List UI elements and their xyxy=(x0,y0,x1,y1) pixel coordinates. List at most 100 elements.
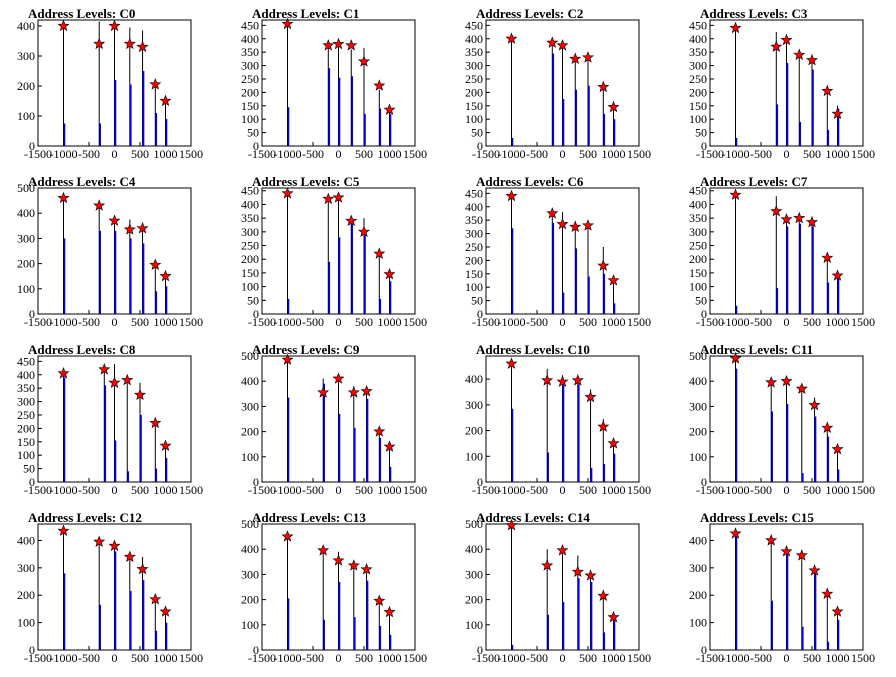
y-tick-label: 250 xyxy=(465,240,483,254)
level-marker xyxy=(793,48,806,61)
level-marker xyxy=(795,382,808,394)
level-marker xyxy=(581,219,595,231)
x-tick-label: -500 xyxy=(78,483,100,497)
x-tick-label: 1500 xyxy=(179,147,203,161)
level-marker xyxy=(357,55,371,67)
x-tick-label: -500 xyxy=(750,651,772,665)
panel-7: Address Levels: C70501001502002503003504… xyxy=(689,174,875,329)
y-tick-label: 300 xyxy=(689,561,707,575)
x-tick-label: -500 xyxy=(750,483,772,497)
x-tick-label: 0 xyxy=(112,651,118,665)
level-marker xyxy=(581,51,595,63)
chart-title: Address Levels: C15 xyxy=(700,510,814,525)
level-marker xyxy=(345,39,358,51)
y-tick-label: 450 xyxy=(465,18,483,32)
y-tick-label: 250 xyxy=(17,408,35,422)
level-marker xyxy=(123,37,136,50)
level-marker xyxy=(123,550,136,562)
x-tick-label: 0 xyxy=(112,483,118,497)
x-tick-label: -1000 xyxy=(274,483,302,497)
x-tick-label: -1500 xyxy=(24,651,52,665)
y-tick-label: 450 xyxy=(17,354,35,368)
level-marker xyxy=(607,437,620,449)
level-marker xyxy=(108,19,121,32)
x-tick-label: 1500 xyxy=(403,483,427,497)
chart-title: Address Levels: C7 xyxy=(700,174,808,189)
x-tick-label: -1500 xyxy=(248,315,276,329)
level-marker xyxy=(136,562,149,575)
level-marker xyxy=(322,192,335,205)
x-tick-label: -500 xyxy=(302,483,324,497)
level-marker xyxy=(780,213,793,225)
y-tick-label: 300 xyxy=(17,231,35,245)
level-marker xyxy=(505,357,518,369)
y-tick-label: 300 xyxy=(689,399,707,413)
x-tick-label: -500 xyxy=(526,315,548,329)
level-marker xyxy=(281,17,294,30)
x-tick-label: 1000 xyxy=(602,483,626,497)
x-tick-label: -1000 xyxy=(722,483,750,497)
y-tick-label: 50 xyxy=(471,294,483,308)
chart-title: Address Levels: C4 xyxy=(28,174,136,189)
y-tick-label: 50 xyxy=(247,293,259,307)
x-tick-label: 500 xyxy=(355,315,373,329)
level-marker xyxy=(729,352,742,364)
level-marker xyxy=(505,518,518,531)
panel-8: Address Levels: C80501001502002503003504… xyxy=(17,342,203,497)
level-marker xyxy=(607,274,620,286)
y-tick-label: 250 xyxy=(689,239,707,253)
level-marker xyxy=(541,374,554,386)
x-tick-label: 0 xyxy=(560,147,566,161)
y-tick-label: 100 xyxy=(17,448,35,462)
x-tick-label: 1000 xyxy=(826,651,850,665)
x-tick-label: -1000 xyxy=(498,315,526,329)
level-marker xyxy=(546,207,559,219)
y-tick-label: 350 xyxy=(689,45,707,59)
level-marker xyxy=(556,544,569,556)
panel-3: Address Levels: C30501001502002503003504… xyxy=(689,6,875,161)
level-marker xyxy=(729,21,742,34)
x-tick-label: 1500 xyxy=(179,483,203,497)
y-tick-label: 100 xyxy=(689,280,707,294)
level-marker xyxy=(93,37,106,50)
level-marker xyxy=(383,267,396,280)
y-tick-label: 500 xyxy=(241,349,259,363)
x-tick-label: -500 xyxy=(750,315,772,329)
x-tick-label: 1500 xyxy=(403,147,427,161)
level-marker xyxy=(597,80,610,93)
chart-title: Address Levels: C11 xyxy=(700,342,813,357)
y-tick-label: 250 xyxy=(241,239,259,253)
level-marker xyxy=(159,439,172,452)
y-tick-label: 200 xyxy=(689,252,707,266)
x-tick-label: 0 xyxy=(784,315,790,329)
level-marker xyxy=(556,217,569,230)
x-tick-label: 500 xyxy=(579,651,597,665)
y-tick-label: 200 xyxy=(241,593,259,607)
panel-13: Address Levels: C13 0 100 200 300 400 500 -1500… xyxy=(241,510,427,665)
level-marker xyxy=(607,100,620,113)
level-marker xyxy=(584,569,597,581)
level-marker xyxy=(780,545,793,557)
y-tick-label: 100 xyxy=(465,618,483,632)
y-tick-label: 0 xyxy=(477,139,483,153)
y-tick-label: 200 xyxy=(465,593,483,607)
level-marker xyxy=(317,386,330,398)
level-marker xyxy=(780,33,793,46)
y-tick-label: 300 xyxy=(465,227,483,241)
y-tick-label: 100 xyxy=(689,450,707,464)
chart-title: Address Levels: C10 xyxy=(476,342,590,357)
y-tick-label: 200 xyxy=(241,85,259,99)
level-marker xyxy=(347,559,360,571)
x-tick-label: -1000 xyxy=(498,651,526,665)
x-tick-label: -1500 xyxy=(248,651,276,665)
level-marker xyxy=(383,103,396,116)
level-marker xyxy=(607,610,620,623)
x-tick-label: -1500 xyxy=(696,147,724,161)
x-tick-label: 500 xyxy=(355,483,373,497)
y-tick-label: 300 xyxy=(17,561,35,575)
y-tick-label: 350 xyxy=(17,381,35,395)
level-marker xyxy=(149,78,162,90)
x-tick-label: 500 xyxy=(355,147,373,161)
level-marker xyxy=(136,221,149,234)
y-tick-label: 0 xyxy=(253,139,259,153)
